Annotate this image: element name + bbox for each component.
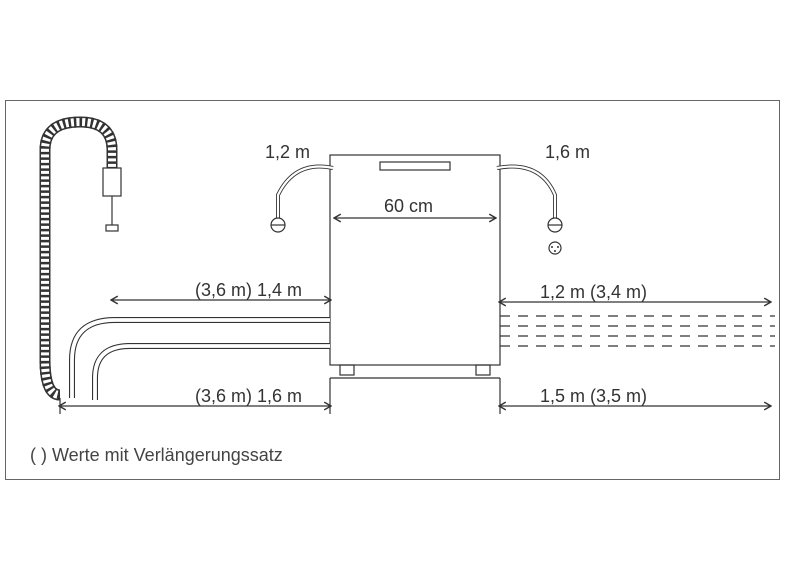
appliance-body: [330, 155, 500, 365]
label-right-mid: 1,2 m (3,4 m): [540, 282, 647, 303]
diagram-stage: 1,2 m 1,6 m 60 cm (3,6 m) 1,4 m 1,2 m (3…: [0, 0, 786, 587]
appliance-foot-left: [340, 365, 354, 375]
label-left-bottom: (3,6 m) 1,6 m: [195, 386, 302, 407]
label-hose-left-top: 1,2 m: [265, 142, 310, 163]
label-hose-right-top: 1,6 m: [545, 142, 590, 163]
outlet-symbol: [549, 242, 561, 254]
label-right-bottom: 1,5 m (3,5 m): [540, 386, 647, 407]
label-appliance-width: 60 cm: [380, 196, 437, 217]
left-inlet-hose: [278, 167, 333, 220]
footnote-extension: ( ) Werte mit Verlängerungssatz: [30, 445, 283, 466]
right-extension-hoses: [500, 316, 775, 346]
appliance-control-panel: [380, 162, 450, 170]
label-left-mid: (3,6 m) 1,4 m: [195, 280, 302, 301]
right-inlet-hose: [497, 167, 555, 220]
aquastop-box: [103, 168, 121, 196]
diagram-svg: [0, 0, 786, 587]
appliance-foot-right: [476, 365, 490, 375]
